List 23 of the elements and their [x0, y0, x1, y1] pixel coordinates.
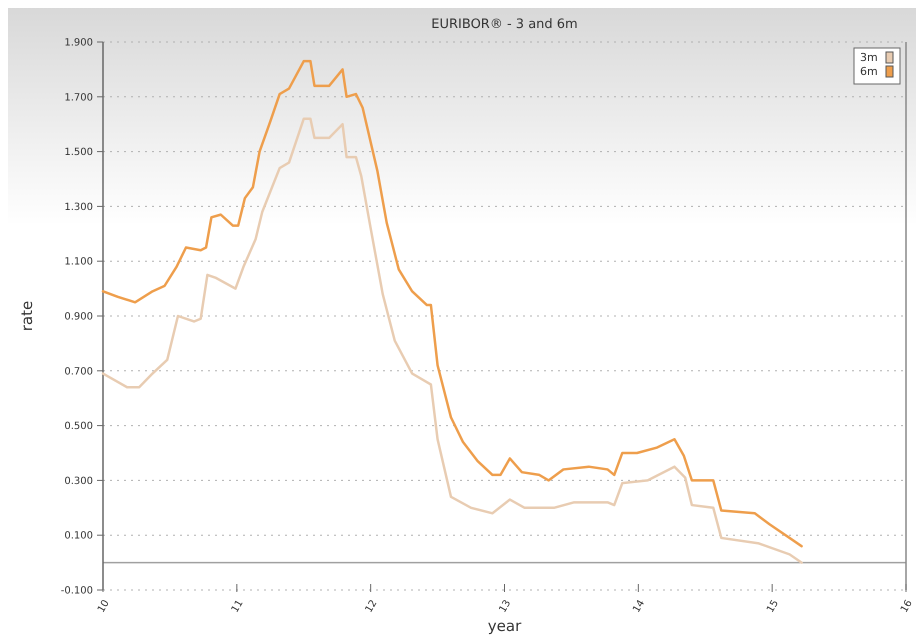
x-axis-title: year — [488, 617, 522, 635]
chart-title: EURIBOR® - 3 and 6m — [431, 17, 578, 32]
y-tick-label: 0.100 — [64, 530, 93, 542]
y-tick-label: 1.700 — [64, 92, 93, 104]
y-tick-label: 1.300 — [64, 202, 93, 213]
x-tick-label: 10 — [96, 598, 112, 615]
legend-label: 3m — [860, 51, 878, 64]
x-tick-label: 14 — [631, 598, 648, 615]
y-tick-label: 0.500 — [64, 421, 93, 432]
y-tick-label: 0.700 — [64, 366, 93, 378]
legend-label: 6m — [860, 65, 878, 78]
y-tick-label: -0.100 — [60, 586, 93, 596]
x-tick-label: 16 — [898, 598, 915, 615]
x-tick-label: 12 — [364, 598, 380, 615]
x-tick-label: 13 — [497, 598, 514, 615]
x-tick-label: 15 — [765, 598, 781, 615]
y-tick-label: 1.500 — [64, 147, 93, 158]
y-tick-label: 1.100 — [64, 256, 93, 268]
y-tick-label: 0.900 — [64, 312, 93, 322]
y-tick-label: 1.900 — [64, 38, 93, 48]
y-axis-title: rate — [18, 300, 36, 332]
y-tick-label: 0.300 — [64, 476, 93, 487]
x-tick-label: 11 — [230, 598, 246, 615]
